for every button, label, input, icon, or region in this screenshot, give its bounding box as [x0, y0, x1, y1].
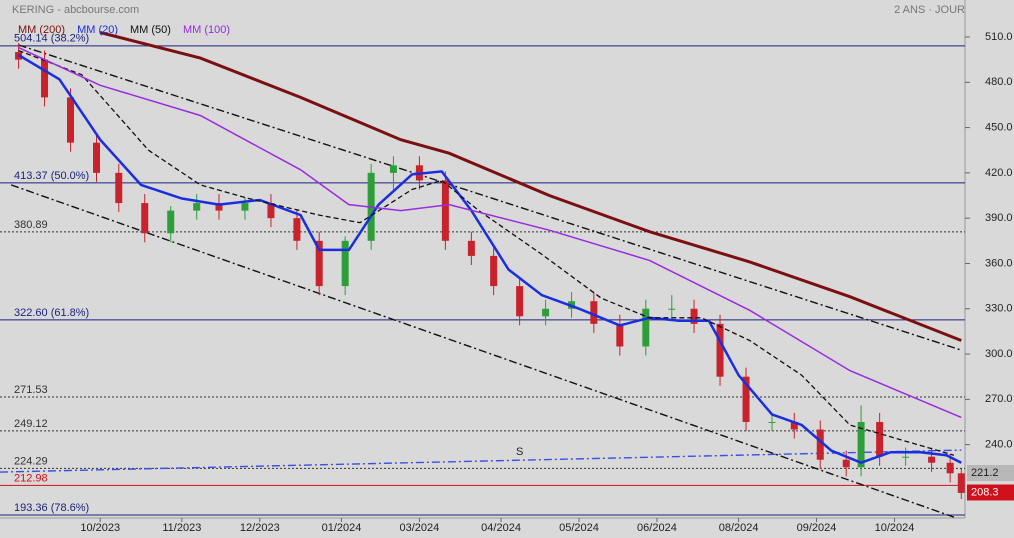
- candle-body: [93, 142, 100, 173]
- x-tick-label: 06/2024: [637, 522, 677, 534]
- candle-body: [590, 301, 598, 324]
- candle-body: [690, 308, 698, 324]
- candle-body: [41, 59, 49, 98]
- legend-entry: MM (50): [130, 24, 171, 36]
- y-tick-label: 240.0: [985, 439, 1013, 451]
- trendline: [10, 184, 955, 518]
- x-tick-label: 11/2023: [162, 522, 201, 534]
- level-label: 224.29: [14, 455, 48, 467]
- candle-body: [516, 286, 524, 317]
- legend-entry: MM (200): [18, 24, 65, 36]
- y-tick-label: 450.0: [985, 121, 1013, 133]
- ma-line: [99, 31, 962, 342]
- candle-body: [816, 429, 824, 460]
- x-tick-label: 04/2024: [481, 522, 521, 534]
- level-label: 212.98: [14, 472, 48, 484]
- chart-subtitle: 2 ANS · JOUR: [894, 4, 965, 16]
- level-label: 249.12: [14, 418, 48, 430]
- candle-body: [293, 218, 301, 241]
- candle-body: [441, 180, 449, 241]
- y-tick-label: 510.0: [985, 31, 1013, 43]
- y-tick-label: 420.0: [985, 167, 1013, 179]
- y-tick-label: 300.0: [985, 348, 1013, 360]
- ma-line: [18, 46, 962, 419]
- candle-body: [616, 323, 624, 347]
- candle-body: [241, 203, 249, 211]
- candle-body: [876, 421, 884, 457]
- candle-body: [115, 172, 123, 204]
- candle-body: [267, 203, 275, 219]
- x-tick-label: 03/2024: [400, 522, 440, 534]
- level-label: 413.37 (50.0%): [14, 170, 89, 182]
- candle-body: [389, 165, 397, 173]
- candle-body: [668, 308, 676, 310]
- candle-body: [716, 323, 724, 377]
- trendline: [0, 449, 962, 473]
- chart-title: KERING - abcbourse.com: [12, 4, 139, 16]
- x-tick-label: 08/2024: [719, 522, 759, 534]
- candle-body: [67, 97, 75, 143]
- ma-line: [18, 49, 955, 456]
- annotation: S: [516, 446, 523, 458]
- candle-body: [742, 376, 750, 422]
- candle-body: [167, 210, 175, 234]
- candle-body: [341, 240, 349, 287]
- x-tick-label: 09/2024: [797, 522, 837, 534]
- price-tag-box: [967, 465, 1014, 482]
- level-label: 504.14 (38.2%): [14, 33, 89, 45]
- level-label: 193.36 (78.6%): [14, 502, 89, 514]
- candle-body: [842, 459, 850, 468]
- level-label: 322.60 (61.8%): [14, 307, 89, 319]
- price-tag-label: 221.2: [971, 467, 999, 479]
- candle-body: [315, 240, 323, 287]
- ma-line: [17, 54, 962, 465]
- candle-body: [768, 421, 776, 423]
- candle-body: [928, 456, 936, 463]
- candle-body: [490, 255, 498, 287]
- candle-body: [946, 462, 954, 474]
- candle-body: [215, 203, 223, 211]
- price-tag-label: 208.3: [971, 486, 999, 498]
- legend-entry: MM (100): [183, 24, 230, 36]
- candle-body: [193, 203, 201, 211]
- x-tick-label: 01/2024: [322, 522, 362, 534]
- candle-body: [902, 456, 910, 458]
- level-label: 380.89: [14, 219, 48, 231]
- candle-body: [857, 421, 865, 468]
- x-tick-label: 10/2023: [80, 522, 120, 534]
- y-tick-label: 330.0: [985, 303, 1013, 315]
- trendline: [18, 44, 962, 351]
- legend-entry: MM (20): [77, 24, 118, 36]
- candle-body: [542, 308, 550, 317]
- candle-body: [790, 421, 798, 430]
- y-tick-label: 270.0: [985, 393, 1013, 405]
- x-tick-label: 05/2024: [559, 522, 599, 534]
- price-tag-box: [967, 484, 1014, 501]
- candle-body: [642, 308, 650, 347]
- x-tick-label: 12/2023: [240, 522, 280, 534]
- y-tick-label: 390.0: [985, 212, 1013, 224]
- candle-body: [957, 473, 965, 493]
- candle-body: [467, 240, 475, 256]
- level-label: 271.53: [14, 384, 48, 396]
- y-tick-label: 480.0: [985, 76, 1013, 88]
- x-tick-label: 10/2024: [875, 522, 915, 534]
- candle-body: [141, 203, 149, 234]
- y-tick-label: 360.0: [985, 257, 1013, 269]
